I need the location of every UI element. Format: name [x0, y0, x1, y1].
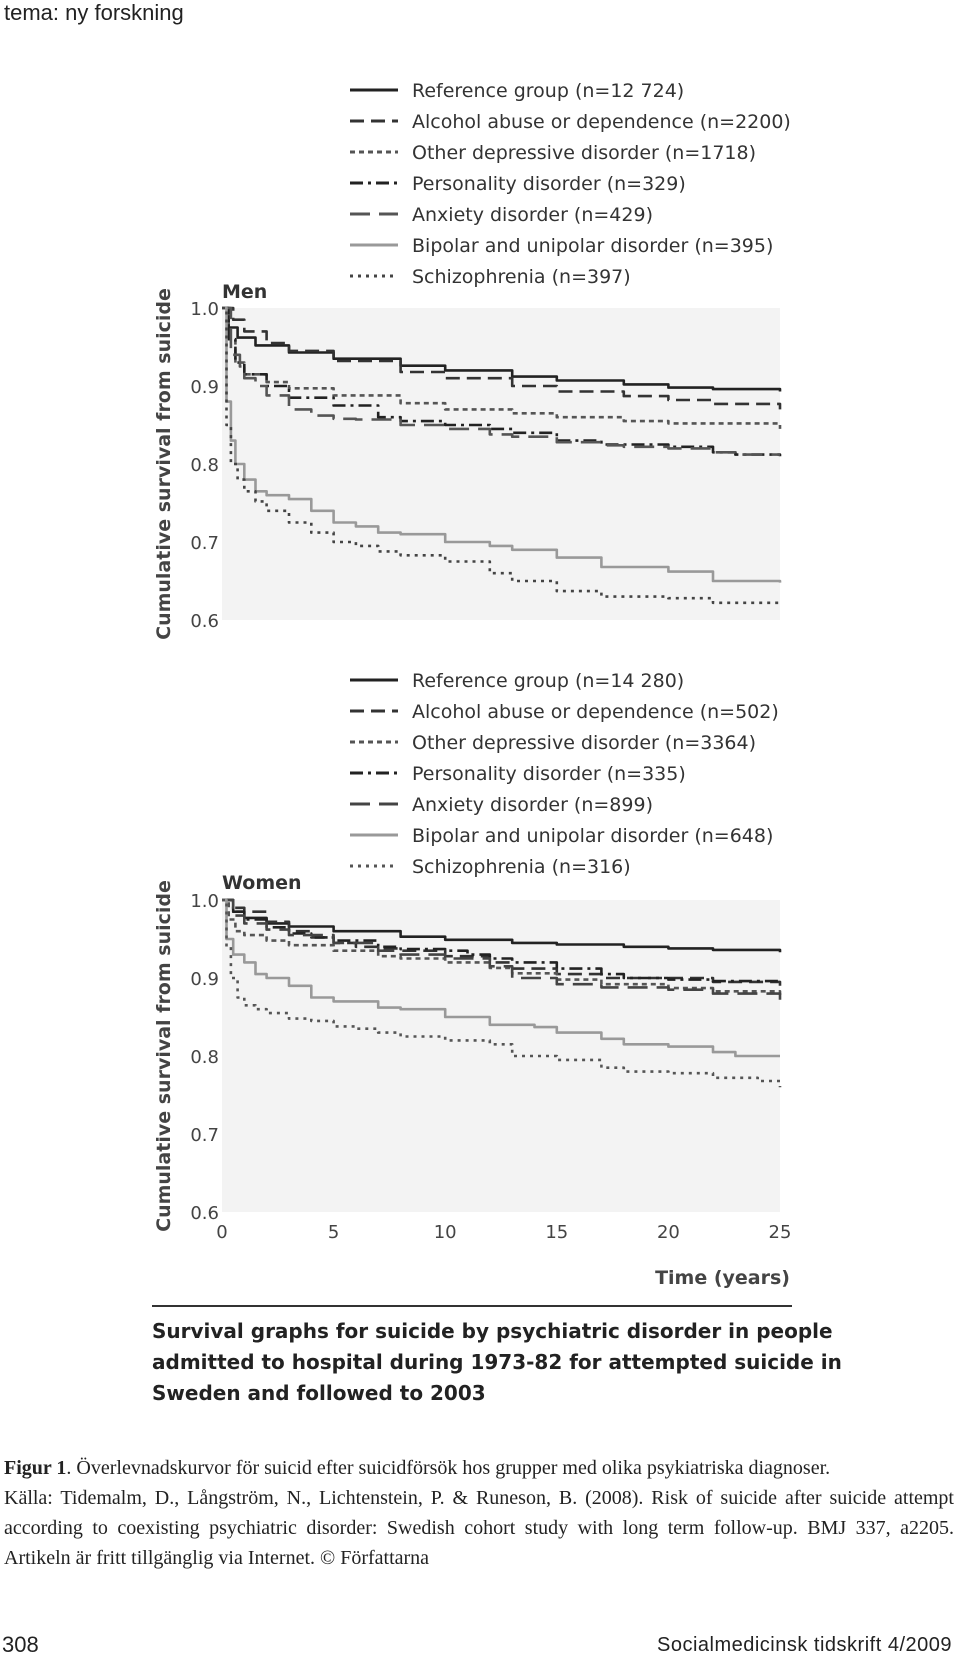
x-tick-label: 0	[216, 1222, 227, 1243]
journal-name: Socialmedicinsk tidskrift 4/2009	[656, 1634, 952, 1656]
legend-label: Reference group (n=12 724)	[412, 80, 684, 102]
legend-label: Schizophrenia (n=397)	[412, 266, 631, 288]
page-number: 308	[2, 1632, 39, 1657]
y-tick-label: 0.7	[190, 533, 219, 554]
y-tick-label: 1.0	[190, 299, 219, 320]
legend-label: Other depressive disorder (n=1718)	[412, 142, 756, 164]
x-tick-label: 15	[545, 1222, 568, 1243]
series-line	[222, 898, 782, 1000]
y-tick-label: 0.6	[190, 1203, 219, 1224]
x-tick-label: 25	[769, 1222, 792, 1243]
legend-label: Alcohol abuse or dependence (n=2200)	[412, 111, 791, 133]
figure-caption-line: Sweden and followed to 2003	[152, 1381, 486, 1405]
figure-caption-line: Survival graphs for suicide by psychiatr…	[152, 1319, 833, 1343]
y-tick-label: 0.8	[190, 1047, 219, 1068]
caption-paragraph: Figur 1. Överlevnadskurvor för suicid ef…	[4, 1453, 954, 1483]
x-axis-label: Time (years)	[655, 1267, 790, 1289]
y-tick-label: 0.9	[190, 969, 219, 990]
panel-title: Women	[222, 872, 302, 894]
y-tick-label: 0.9	[190, 377, 219, 398]
y-tick-label: 1.0	[190, 891, 219, 912]
y-tick-label: 0.7	[190, 1125, 219, 1146]
caption-source: Källa: Tidemalm, D., Långström, N., Lich…	[4, 1487, 954, 1569]
section-header: tema: ny forskning	[4, 0, 184, 25]
plot-area	[222, 308, 780, 620]
figure-caption: Figur 1. Överlevnadskurvor för suicid ef…	[4, 1453, 954, 1573]
legend-label: Alcohol abuse or dependence (n=502)	[412, 701, 779, 723]
legend-label: Bipolar and unipolar disorder (n=395)	[412, 235, 773, 257]
figure-caption-line: admitted to hospital during 1973-82 for …	[152, 1350, 842, 1374]
women-panel: Reference group (n=14 280) Alcohol abuse …	[153, 670, 791, 1289]
men-panel: Reference group (n=12 724) Alcohol abuse …	[153, 80, 791, 640]
series-line	[222, 898, 780, 1058]
survival-figure: Reference group (n=12 724) Alcohol abuse …	[152, 80, 842, 1405]
legend-label: Personality disorder (n=335)	[412, 763, 686, 785]
y-axis-label: Cumulative survival from suicide	[153, 288, 175, 640]
panel-title: Men	[222, 281, 267, 303]
series-line	[222, 306, 782, 457]
legend-label: Bipolar and unipolar disorder (n=648)	[412, 825, 773, 847]
plot-area	[222, 900, 780, 1212]
series-line	[222, 306, 782, 410]
x-tick-label: 10	[434, 1222, 457, 1243]
series-line	[222, 898, 782, 1088]
x-tick-label: 5	[328, 1222, 339, 1243]
series-line	[222, 898, 782, 986]
series-line	[222, 306, 782, 429]
caption-text: . Överlevnadskurvor för suicid efter sui…	[66, 1457, 831, 1479]
legend-label: Schizophrenia (n=316)	[412, 856, 631, 878]
legend-label: Personality disorder (n=329)	[412, 173, 686, 195]
y-axis-label: Cumulative survival from suicide	[153, 880, 175, 1232]
series-line	[222, 898, 782, 953]
series-line	[222, 898, 782, 996]
figure-caption-title: Survival graphs for suicide by psychiatr…	[152, 1319, 842, 1405]
legend-label: Other depressive disorder (n=3364)	[412, 732, 756, 754]
x-tick-label: 20	[657, 1222, 680, 1243]
legend-label: Reference group (n=14 280)	[412, 670, 684, 692]
series-line	[222, 306, 782, 583]
caption-label: Figur 1	[4, 1457, 67, 1479]
y-tick-label: 0.6	[190, 611, 219, 632]
y-tick-label: 0.8	[190, 455, 219, 476]
legend-label: Anxiety disorder (n=429)	[412, 204, 653, 226]
legend-label: Anxiety disorder (n=899)	[412, 794, 653, 816]
series-line	[222, 306, 782, 392]
series-line	[222, 306, 780, 456]
series-line	[222, 306, 782, 605]
